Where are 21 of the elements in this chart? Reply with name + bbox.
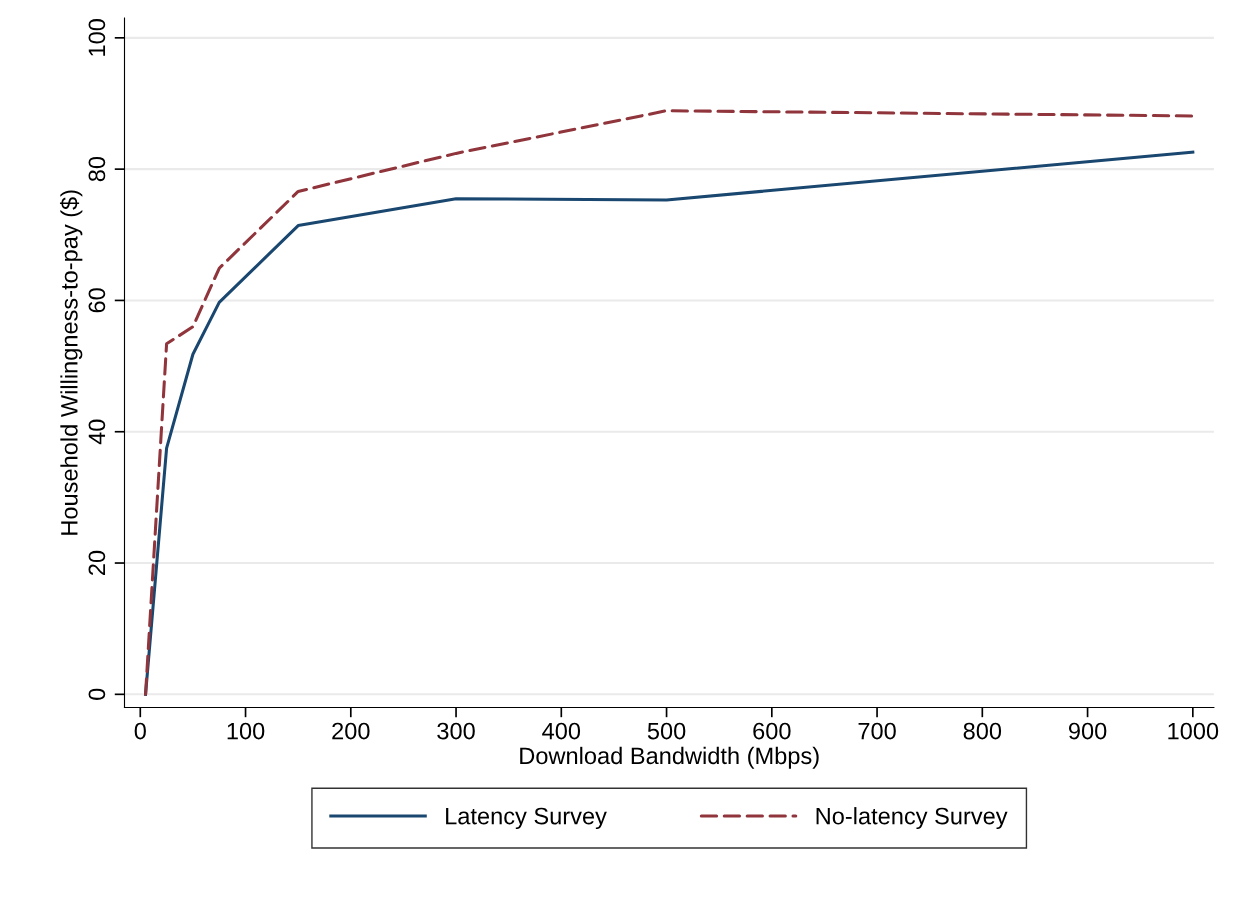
y-tick-label: 20: [88, 550, 106, 575]
x-tick-label: 200: [332, 722, 370, 740]
x-tick-label: 300: [437, 722, 475, 740]
legend-label: No-latency Survey: [816, 807, 1008, 830]
x-tick-label: 700: [858, 722, 896, 740]
x-tick-label: 600: [753, 722, 791, 740]
x-tick-label: 1000: [1168, 722, 1219, 740]
y-tick-label: 80: [88, 156, 106, 182]
x-tick-label: 0: [134, 722, 146, 740]
y-tick-label: 40: [88, 419, 106, 445]
y-tick-label: 60: [88, 288, 106, 313]
x-tick-label: 500: [647, 722, 686, 740]
y-axis-title: Household Willingness-to-pay ($): [59, 190, 83, 535]
legend-label: Latency Survey: [446, 807, 607, 830]
x-tick-label: 400: [542, 722, 581, 740]
y-tick-label: 100: [88, 19, 106, 56]
x-tick-label: 900: [1068, 722, 1107, 740]
y-tick-label: 0: [88, 688, 106, 700]
x-tick-label: 100: [227, 722, 265, 740]
x-tick-label: 800: [963, 722, 1002, 740]
x-axis-title: Download Bandwidth (Mbps): [520, 746, 819, 769]
